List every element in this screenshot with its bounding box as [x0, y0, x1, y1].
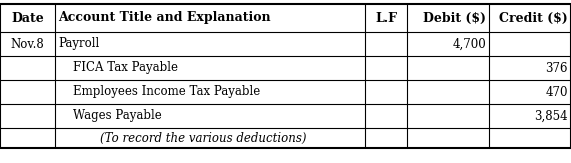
Text: (To record the various deductions): (To record the various deductions) — [100, 132, 307, 145]
Text: Employees Income Tax Payable: Employees Income Tax Payable — [58, 86, 260, 98]
Text: Wages Payable: Wages Payable — [58, 110, 162, 123]
Text: Payroll: Payroll — [58, 37, 99, 51]
Text: 3,854: 3,854 — [534, 110, 568, 123]
Text: Nov.8: Nov.8 — [11, 37, 45, 51]
Text: Credit ($): Credit ($) — [499, 12, 568, 24]
Text: 376: 376 — [545, 61, 568, 74]
Text: 470: 470 — [545, 86, 568, 98]
Text: Debit ($): Debit ($) — [423, 12, 486, 24]
Text: Account Title and Explanation: Account Title and Explanation — [58, 12, 271, 24]
Text: Date: Date — [11, 12, 44, 24]
Text: L.F: L.F — [375, 12, 397, 24]
Text: FICA Tax Payable: FICA Tax Payable — [58, 61, 178, 74]
Text: 4,700: 4,700 — [452, 37, 486, 51]
